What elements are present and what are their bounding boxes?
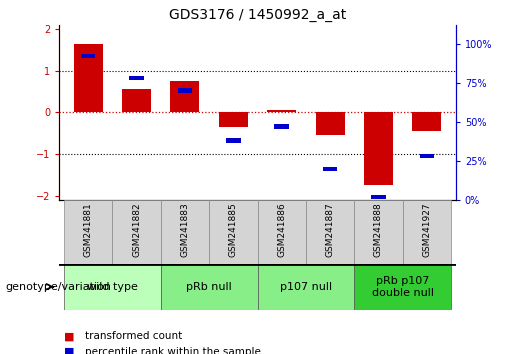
Text: GSM241888: GSM241888 [374, 202, 383, 257]
Bar [323, 167, 337, 171]
Bar [64, 200, 112, 264]
Bar [129, 76, 144, 80]
Bar [219, 113, 248, 127]
Bar [316, 113, 345, 135]
Bar [161, 200, 209, 264]
Bar [64, 264, 161, 310]
Text: p107 null: p107 null [280, 282, 332, 292]
Bar [258, 200, 306, 264]
Bar [226, 138, 241, 143]
Text: GSM241882: GSM241882 [132, 202, 141, 257]
Text: percentile rank within the sample: percentile rank within the sample [85, 347, 261, 354]
Bar [178, 88, 192, 93]
Bar [122, 90, 151, 113]
Bar [161, 264, 258, 310]
Bar [306, 200, 354, 264]
Text: pRb null: pRb null [186, 282, 232, 292]
Text: genotype/variation: genotype/variation [5, 282, 111, 292]
Bar [258, 264, 354, 310]
Text: GSM241885: GSM241885 [229, 202, 238, 257]
Bar [364, 113, 393, 185]
Bar [274, 124, 289, 129]
Text: GSM241927: GSM241927 [422, 202, 431, 257]
Text: GSM241886: GSM241886 [277, 202, 286, 257]
Bar [170, 81, 199, 113]
Bar [412, 113, 441, 131]
Bar [74, 44, 103, 113]
Text: ■: ■ [64, 331, 75, 341]
Bar [354, 264, 451, 310]
Bar [209, 200, 258, 264]
Bar [81, 54, 95, 58]
Text: pRb p107
double null: pRb p107 double null [372, 276, 434, 298]
Text: GSM241887: GSM241887 [325, 202, 335, 257]
Bar [354, 200, 403, 264]
Title: GDS3176 / 1450992_a_at: GDS3176 / 1450992_a_at [169, 8, 346, 22]
Bar [267, 110, 296, 113]
Bar [112, 200, 161, 264]
Bar [403, 200, 451, 264]
Text: GSM241881: GSM241881 [84, 202, 93, 257]
Text: GSM241883: GSM241883 [180, 202, 190, 257]
Text: ■: ■ [64, 347, 75, 354]
Bar [420, 154, 434, 158]
Text: wild type: wild type [87, 282, 138, 292]
Text: transformed count: transformed count [85, 331, 182, 341]
Bar [371, 195, 386, 199]
